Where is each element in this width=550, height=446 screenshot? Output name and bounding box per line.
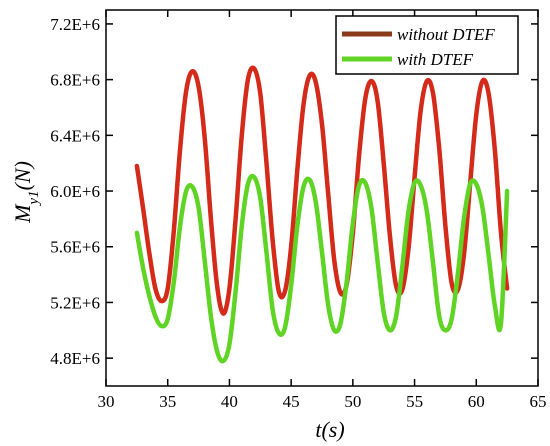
y-tick-label: 4.8E+6 xyxy=(50,349,100,368)
x-tick-label: 55 xyxy=(406,392,423,411)
x-tick-label: 35 xyxy=(159,392,176,411)
legend-label-1: without DTEF xyxy=(397,25,495,44)
x-tick-label: 45 xyxy=(283,392,300,411)
legend: without DTEF with DTEF xyxy=(335,15,519,75)
series-line-2 xyxy=(134,173,510,364)
series-line-1 xyxy=(134,65,510,316)
y-tick-label: 7.2E+6 xyxy=(50,15,100,34)
x-tick-label: 50 xyxy=(344,392,361,411)
x-tick-label: 60 xyxy=(468,392,485,411)
series-layer xyxy=(134,65,510,364)
plot-frame xyxy=(105,9,539,387)
x-axis-title: t(s) xyxy=(315,417,344,442)
y-tick-label: 5.6E+6 xyxy=(50,238,100,257)
legend-label-2: with DTEF xyxy=(397,50,474,69)
plot-area xyxy=(105,9,539,387)
y-axis-title: My1(N) xyxy=(10,161,42,224)
x-tick-label: 65 xyxy=(530,392,547,411)
y-tick-label: 6.0E+6 xyxy=(50,182,100,201)
x-tick-label: 30 xyxy=(98,392,115,411)
y-axis-title-unit: (N) xyxy=(10,161,35,190)
x-tick-label: 40 xyxy=(221,392,238,411)
y-tick-label: 6.8E+6 xyxy=(50,71,100,90)
axis-layer: 30 35 40 45 50 55 60 65 4.8E+6 5.2E+6 5.6E+6 6.0E+6… xyxy=(50,10,547,411)
y-tick-label: 5.2E+6 xyxy=(50,293,100,312)
y-axis-title-subscript: y1 xyxy=(26,190,42,206)
y-axis-title-symbol: M xyxy=(10,203,35,224)
y-tick-label: 6.4E+6 xyxy=(50,126,100,145)
legend-box xyxy=(335,15,519,75)
